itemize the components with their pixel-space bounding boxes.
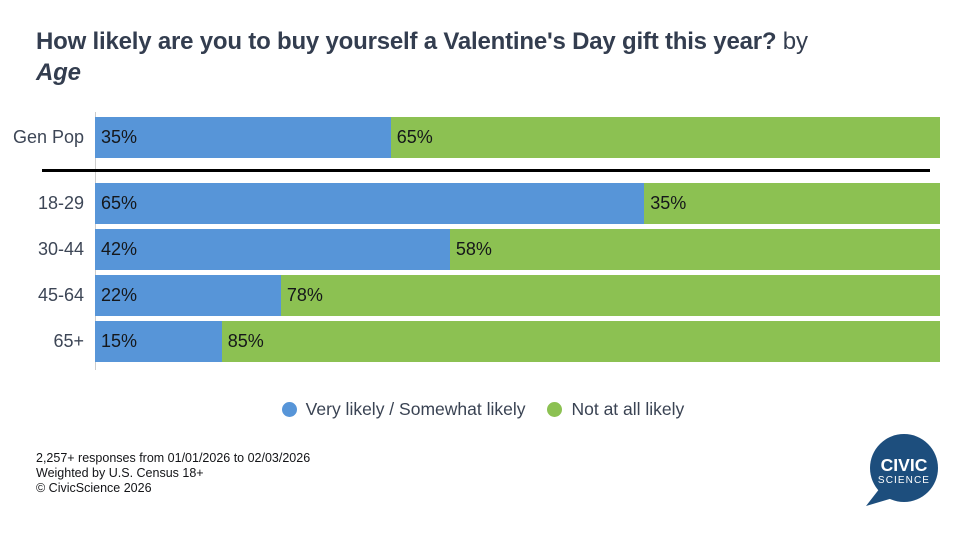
bar-segment-likely: 22% (95, 275, 281, 316)
bar-track: 22% 78% (95, 275, 940, 316)
legend-item-very-likely: Very likely / Somewhat likely (281, 399, 526, 420)
category-label: 30-44 (37, 239, 84, 259)
chart-legend: Very likely / Somewhat likely Not at all… (0, 399, 966, 420)
value-label: 35% (650, 193, 687, 213)
chart-footnote: 2,257+ responses from 01/01/2026 to 02/0… (36, 451, 310, 496)
logo-bubble-icon (870, 434, 938, 502)
category-label: Gen Pop (12, 127, 84, 147)
bar-segment-likely: 42% (95, 229, 450, 270)
bar-segment-not-likely: 85% (221, 321, 940, 362)
genpop-divider (42, 169, 930, 172)
bar-chart: Gen Pop 35% 65% 18-29 65% 35% 30-44 42% 58% 45-64… (0, 110, 966, 375)
bar-segment-not-likely: 35% (644, 183, 940, 224)
value-label: 78% (286, 285, 323, 305)
value-label: 15% (101, 331, 138, 351)
value-label: 65% (101, 193, 138, 213)
chart-title: How likely are you to buy yourself a Val… (36, 26, 948, 88)
chart-title-group: Age (36, 59, 81, 86)
category-label: 18-29 (37, 193, 84, 213)
chart-title-by: by (776, 28, 808, 55)
logo-text-civic: CIVIC (881, 455, 928, 475)
bar-track: 15% 85% (95, 321, 940, 362)
bar-segment-likely: 35% (95, 117, 391, 158)
bar-segment-likely: 65% (95, 183, 645, 224)
legend-label: Not at all likely (571, 399, 685, 419)
value-label: 42% (101, 239, 138, 259)
chart-row: 45-64 22% 78% (0, 275, 966, 316)
legend-dot-green-icon (547, 402, 563, 417)
legend-dot-blue-icon (281, 402, 297, 417)
chart-title-question: How likely are you to buy yourself a Val… (36, 28, 777, 55)
bar-segment-not-likely: 58% (449, 229, 940, 270)
chart-row: 30-44 42% 58% (0, 229, 966, 270)
bar-track: 35% 65% (95, 117, 940, 158)
footnote-weighting: Weighted by U.S. Census 18+ (36, 466, 204, 480)
bar-track: 42% 58% (95, 229, 940, 270)
chart-row: Gen Pop 35% 65% (0, 117, 966, 158)
category-label: 45-64 (37, 285, 84, 305)
value-label: 22% (101, 285, 138, 305)
chart-row: 18-29 65% 35% (0, 183, 966, 224)
value-label: 35% (101, 127, 138, 147)
legend-label: Very likely / Somewhat likely (305, 399, 526, 419)
value-label: 85% (227, 331, 264, 351)
civicscience-logo: CIVIC SCIENCE (866, 434, 938, 506)
bar-segment-likely: 15% (95, 321, 222, 362)
bar-track: 65% 35% (95, 183, 940, 224)
value-label: 65% (396, 127, 433, 147)
logo-bubble-tail-icon (866, 488, 893, 506)
chart-row: 65+ 15% 85% (0, 321, 966, 362)
value-label: 58% (455, 239, 492, 259)
footnote-responses: 2,257+ responses from 01/01/2026 to 02/0… (36, 451, 311, 465)
footnote-copyright: © CivicScience 2026 (36, 481, 152, 495)
legend-item-not-likely: Not at all likely (547, 399, 684, 420)
bar-segment-not-likely: 65% (390, 117, 940, 158)
logo-text-science: SCIENCE (878, 475, 930, 486)
bar-segment-not-likely: 78% (280, 275, 940, 316)
category-label: 65+ (53, 331, 84, 351)
